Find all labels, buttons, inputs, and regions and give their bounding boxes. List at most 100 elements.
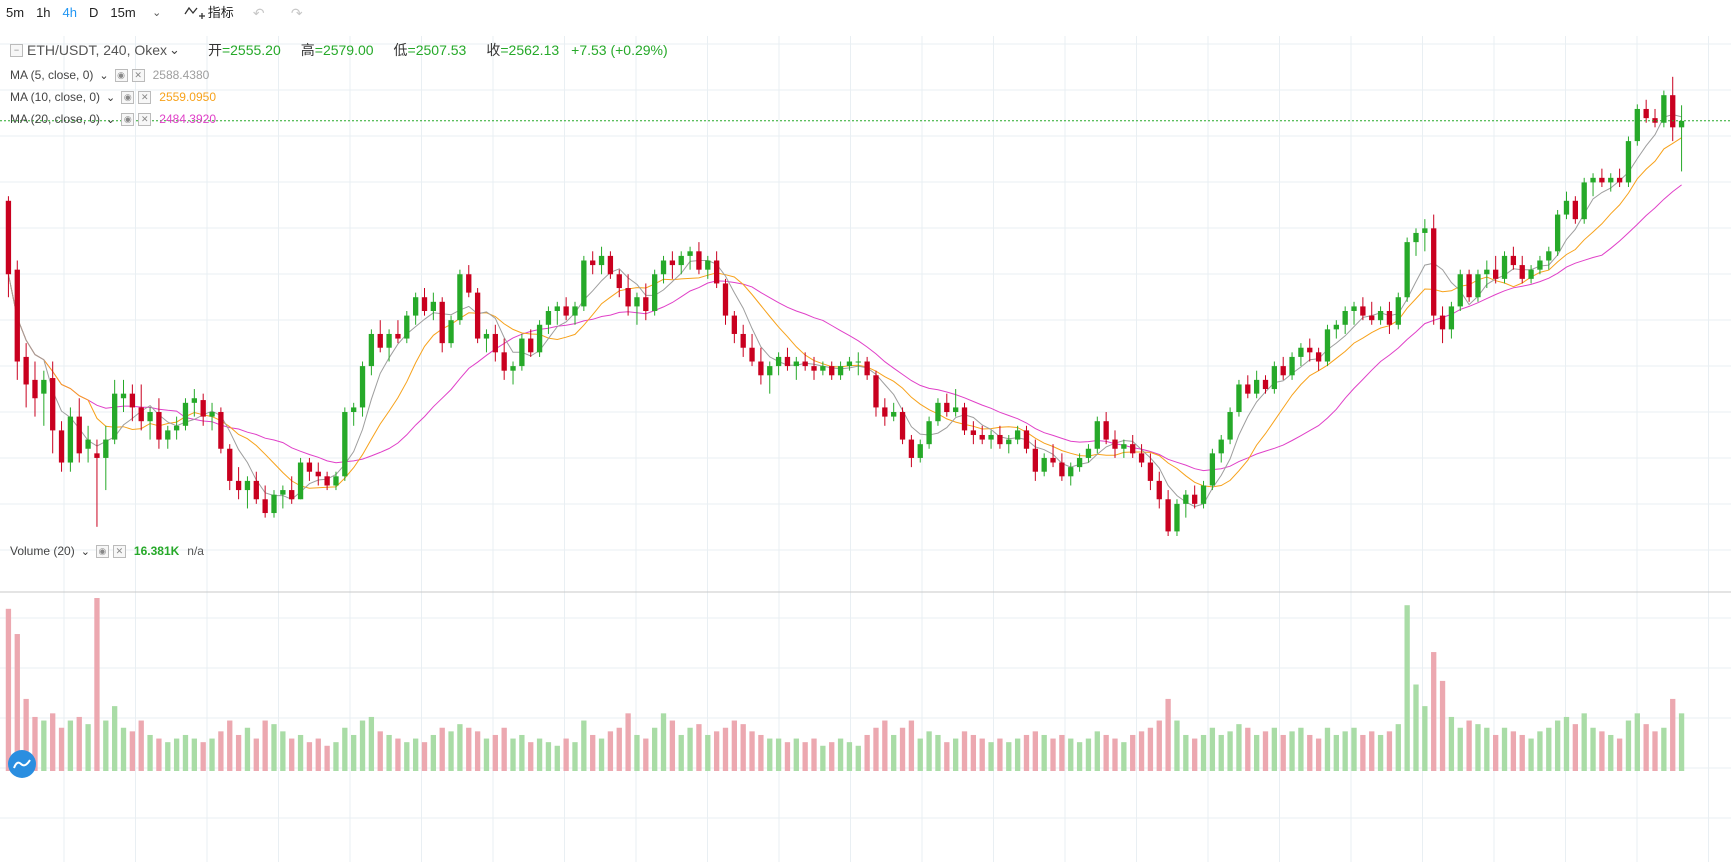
chart-canvas[interactable] — [0, 36, 1731, 862]
candle-body — [811, 366, 817, 371]
volume-bar — [1298, 727, 1304, 771]
volume-bar — [1112, 738, 1118, 771]
volume-bar — [1634, 713, 1640, 771]
volume-chevron-icon[interactable]: ⌄ — [80, 545, 90, 558]
ma5-visibility-icon[interactable]: ◉ — [114, 68, 128, 82]
candle-body — [970, 430, 977, 435]
interval-chevron-down-icon[interactable]: ⌄ — [152, 7, 162, 19]
candle-body — [1554, 214, 1561, 252]
volume-bar — [660, 713, 667, 771]
candle-body — [253, 480, 259, 500]
volume-bar — [1528, 738, 1534, 771]
volume-bar — [76, 716, 82, 771]
candle-body — [439, 301, 445, 344]
candle-body — [76, 416, 82, 454]
ma5-chevron-icon[interactable]: ⌄ — [99, 69, 109, 82]
volume-bar — [1262, 731, 1269, 771]
volume-bar — [227, 720, 233, 771]
candle-body — [961, 407, 968, 431]
interval-1h[interactable]: 1h — [36, 5, 51, 20]
redo-icon[interactable]: ↷ — [290, 5, 303, 21]
volume-bar — [359, 720, 366, 771]
volume-bar — [466, 727, 472, 771]
ma20-chevron-icon[interactable]: ⌄ — [106, 113, 116, 126]
ma20-name[interactable]: MA (20, close, 0) — [10, 112, 101, 126]
ma20-close-icon[interactable]: ✕ — [138, 112, 152, 126]
volume-bar — [1085, 738, 1092, 771]
candle-body — [1324, 329, 1331, 362]
volume-bar — [1147, 727, 1154, 771]
candle-body — [1599, 177, 1605, 183]
symbol-chevron-icon[interactable]: ⌄ — [169, 42, 180, 57]
candle-body — [731, 315, 737, 334]
undo-icon[interactable]: ↶ — [252, 5, 265, 21]
candle-body — [740, 333, 746, 348]
candle-body — [483, 333, 490, 339]
indicators-button[interactable]: 指标 — [178, 0, 240, 26]
volume-bar — [1050, 738, 1056, 771]
interval-15m[interactable]: 15m — [110, 5, 136, 20]
volume-bar — [1395, 724, 1401, 771]
tradingview-logo-icon[interactable] — [8, 750, 36, 778]
volume-bar — [519, 734, 525, 771]
collapse-icon[interactable]: − — [10, 43, 23, 57]
ma10-visibility-icon[interactable]: ◉ — [121, 90, 135, 104]
volume-bar — [448, 731, 454, 771]
volume-bar — [554, 745, 560, 771]
candle-body — [1431, 228, 1437, 316]
ma5-name[interactable]: MA (5, close, 0) — [10, 68, 94, 82]
interval-4h[interactable]: 4h — [62, 5, 77, 20]
volume-bar — [14, 634, 20, 771]
candle-body — [696, 251, 702, 270]
volume-bar — [935, 734, 941, 771]
candle-body — [289, 490, 295, 500]
volume-bar — [235, 734, 242, 771]
low-label: 低 — [393, 42, 408, 58]
volume-bar — [306, 742, 313, 771]
candle-body — [775, 356, 782, 367]
candle-body — [1130, 444, 1136, 454]
candle-body — [85, 439, 91, 449]
ma5-close-icon[interactable]: ✕ — [131, 68, 145, 82]
volume-bar — [767, 738, 773, 771]
volume-bar — [1130, 734, 1136, 771]
volume-bar — [1094, 731, 1100, 771]
volume-bar — [271, 724, 277, 771]
candle-body — [1023, 430, 1030, 449]
volume-close-icon[interactable]: ✕ — [112, 544, 126, 558]
ma10-close-icon[interactable]: ✕ — [138, 90, 152, 104]
candle-body — [660, 260, 667, 275]
volume-bar — [1041, 734, 1047, 771]
volume-bar — [1590, 727, 1596, 771]
interval-5m[interactable]: 5m — [6, 5, 25, 20]
volume-name[interactable]: Volume (20) — [10, 544, 75, 558]
candle-body — [820, 366, 826, 371]
symbol-title[interactable]: ETH/USDT, 240, Okex — [27, 42, 168, 58]
candle-body — [14, 269, 20, 362]
indicators-label: 指标 — [207, 5, 234, 20]
candle-body — [235, 480, 242, 491]
candle-body — [855, 361, 861, 363]
volume-bar — [1501, 727, 1508, 771]
candle-body — [209, 412, 215, 417]
candle-body — [1315, 352, 1322, 362]
volume-visibility-icon[interactable]: ◉ — [95, 544, 109, 558]
ma10-name[interactable]: MA (10, close, 0) — [10, 90, 101, 104]
candle-body — [1678, 120, 1685, 128]
volume-bar — [492, 734, 498, 771]
candle-body — [120, 393, 127, 399]
volume-bar — [1386, 731, 1393, 771]
ma10-chevron-icon[interactable]: ⌄ — [106, 91, 116, 104]
interval-d[interactable]: D — [89, 5, 99, 20]
ma20-visibility-icon[interactable]: ◉ — [121, 112, 135, 126]
volume-bar — [1377, 734, 1384, 771]
volume-bar — [50, 713, 56, 771]
candle-body — [1183, 494, 1189, 504]
candle-body — [1510, 255, 1517, 266]
volume-bar — [1563, 716, 1570, 771]
candle-body — [1413, 232, 1419, 243]
volume-bar — [94, 598, 100, 771]
volume-bar — [926, 731, 932, 771]
volume-bar — [41, 720, 47, 771]
candle-body — [1661, 95, 1667, 123]
